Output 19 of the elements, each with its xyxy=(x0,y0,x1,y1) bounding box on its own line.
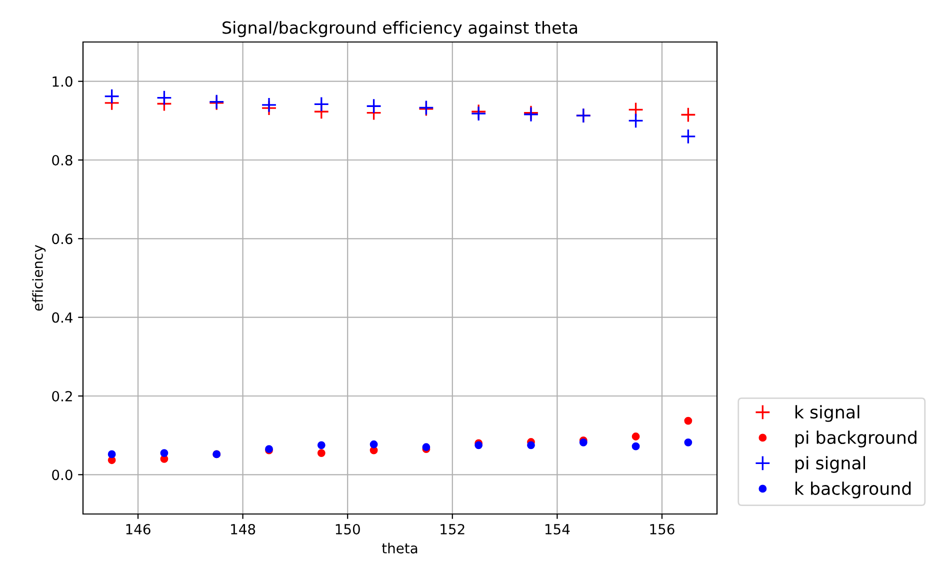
legend-label: pi signal xyxy=(795,456,866,473)
x-tick-label: 154 xyxy=(545,524,570,534)
y-tick-label: 0.4 xyxy=(52,312,72,323)
y-tick-label: 0.0 xyxy=(52,470,72,480)
legend-label: pi background xyxy=(795,430,916,448)
x-tick-label: 146 xyxy=(126,524,150,534)
y-axis-title: efficiency xyxy=(32,244,46,311)
x-tick-label: 148 xyxy=(231,524,256,534)
chart-title: Signal/background efficiency against theta xyxy=(222,21,578,38)
legend-label: k signal xyxy=(795,405,860,422)
y-tick-label: 0.8 xyxy=(52,154,72,166)
y-tick-label: 0.6 xyxy=(52,234,72,244)
y-tick-label: 1.0 xyxy=(52,76,72,87)
x-axis-title: theta xyxy=(382,542,418,554)
y-tick-label: 0.2 xyxy=(52,390,72,402)
x-tick-label: 156 xyxy=(650,524,674,534)
legend-label: k background xyxy=(795,482,911,498)
x-tick-label: 152 xyxy=(440,524,464,534)
x-tick-label: 150 xyxy=(336,524,360,534)
